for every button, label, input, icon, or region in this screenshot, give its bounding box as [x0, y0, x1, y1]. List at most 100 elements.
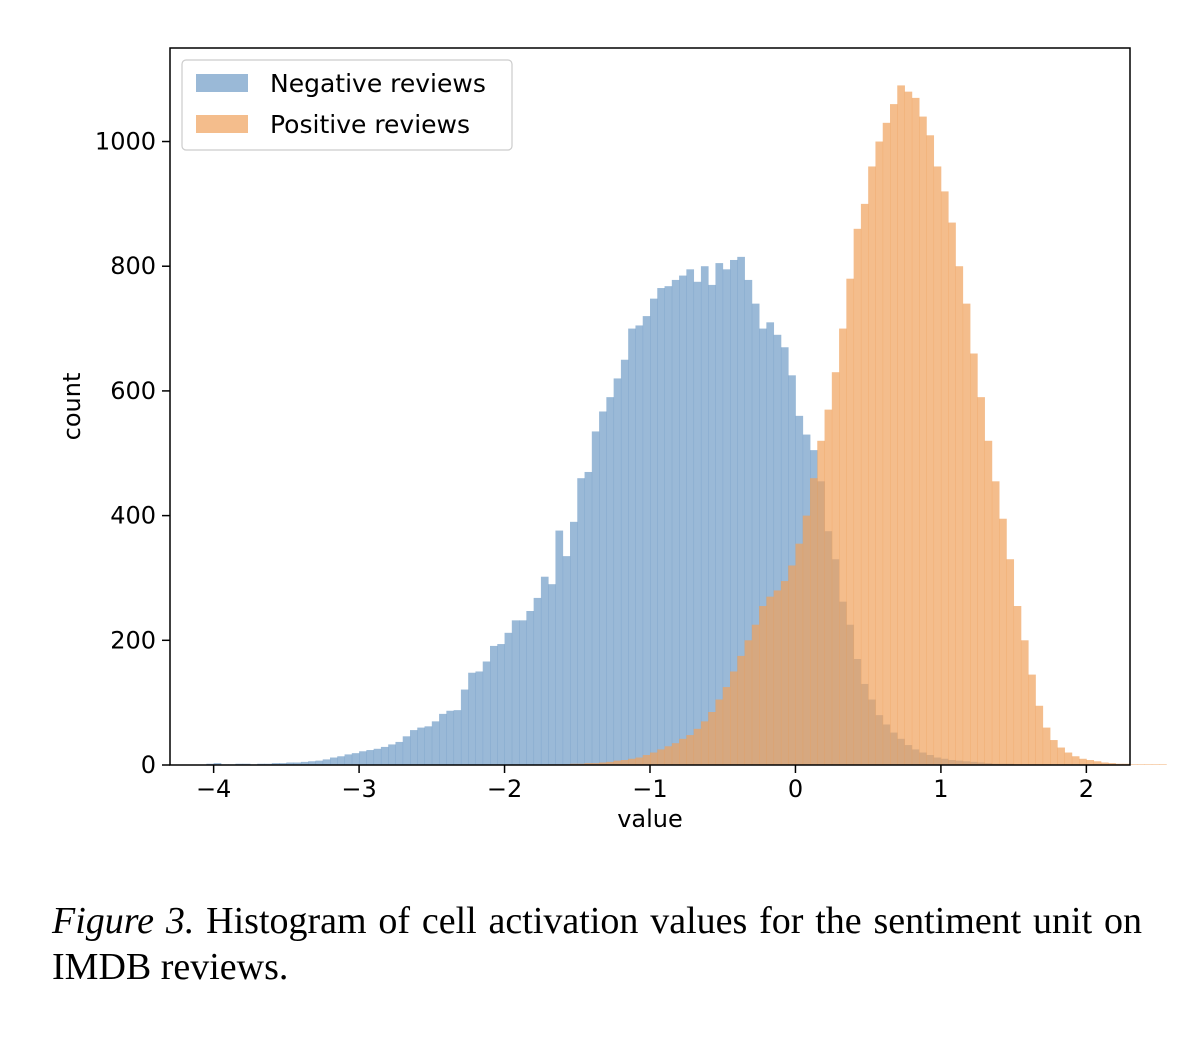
histogram-bar [722, 687, 731, 765]
histogram-bar [628, 328, 636, 765]
histogram-bar [671, 279, 680, 765]
histogram-bar [1042, 727, 1051, 765]
histogram-bar [1100, 762, 1109, 765]
positive-reviews-bars [548, 85, 1167, 766]
histogram-bar [599, 411, 607, 765]
histogram-bar [562, 556, 571, 765]
histogram-bar [795, 543, 804, 765]
histogram-bar [824, 409, 833, 765]
histogram-bar [344, 754, 353, 765]
histogram-bar [490, 645, 498, 765]
histogram-bar [984, 440, 993, 765]
histogram-bar [970, 353, 978, 765]
histogram-bar [1093, 761, 1102, 765]
histogram-bar [591, 431, 600, 765]
x-axis-label: value [617, 805, 683, 833]
histogram-bar [613, 760, 622, 765]
histogram-bar [519, 620, 527, 765]
figure-caption-label: Figure 3. [52, 900, 195, 942]
histogram-bar [679, 275, 687, 765]
histogram-bar [330, 757, 338, 765]
x-tick-label: −4 [196, 775, 231, 803]
histogram-bar [1057, 747, 1065, 765]
y-tick-label: 400 [110, 502, 156, 530]
histogram-bar [540, 576, 549, 765]
histogram-bar [759, 606, 767, 765]
histogram-bar [1028, 674, 1036, 765]
legend-label-positive: Positive reviews [270, 110, 470, 139]
histogram-bar [773, 590, 782, 765]
histogram-bar [846, 278, 855, 765]
histogram-bar [482, 661, 491, 765]
histogram-bar [708, 712, 716, 765]
histogram-bar [1151, 764, 1160, 765]
histogram-bar [577, 478, 585, 765]
histogram-bar [293, 762, 302, 765]
histogram-bar [802, 515, 811, 765]
histogram-bar [504, 632, 513, 765]
histogram-bar [635, 325, 644, 765]
histogram-bar [650, 298, 658, 765]
legend-box [181, 59, 513, 151]
x-tick-label: 1 [933, 775, 948, 803]
y-tick-label: 0 [141, 751, 156, 779]
histogram-bar [380, 746, 389, 765]
histogram-bar [671, 743, 680, 765]
histogram-bar [402, 736, 411, 765]
histogram-bar [831, 372, 840, 765]
histogram-bar [744, 640, 753, 765]
histogram-bar [839, 328, 847, 765]
histogram-bar [628, 758, 636, 765]
histogram-bar [693, 728, 702, 765]
histogram-bar [650, 752, 658, 765]
histogram-bar [657, 288, 665, 765]
histogram-bar [751, 624, 760, 765]
histogram-bar [744, 279, 753, 765]
histogram-bar [410, 730, 418, 765]
histogram-bar [911, 97, 920, 765]
histogram-bar [890, 104, 898, 766]
histogram-bar [926, 135, 935, 766]
histogram-bar [446, 710, 455, 765]
histogram-bar [584, 471, 593, 765]
histogram-bar [999, 518, 1007, 765]
histogram-bar [977, 397, 985, 765]
y-tick-label: 200 [110, 626, 156, 654]
histogram-bar [555, 530, 564, 765]
histogram-bar [213, 763, 222, 765]
histogram-bar [1086, 760, 1095, 765]
histogram-bar [1013, 606, 1022, 765]
histogram-bar [599, 762, 607, 765]
histogram-bar [1108, 763, 1116, 765]
histogram-bar [759, 328, 767, 765]
histogram-bar [860, 203, 869, 765]
histogram-bar [315, 760, 324, 765]
histogram-bar [1050, 740, 1058, 765]
histogram-bar [882, 122, 891, 765]
histogram-bar [737, 655, 745, 765]
figure-caption-text: Histogram of cell activation values for … [52, 900, 1142, 988]
histogram-bar [620, 359, 629, 765]
histogram-bar [453, 710, 462, 765]
histogram-bar [584, 763, 593, 765]
histogram-bar [730, 259, 738, 765]
histogram-bar [1144, 764, 1153, 765]
x-tick-label: −3 [341, 775, 376, 803]
histogram-bar [1020, 640, 1029, 765]
histogram-bar [322, 759, 331, 765]
histogram-bar [533, 597, 542, 765]
x-tick-label: 2 [1079, 775, 1094, 803]
x-tick-label: −2 [487, 775, 522, 803]
x-axis: −4 −3 −2 −1 0 1 2 [196, 765, 1094, 803]
histogram-bar [955, 266, 964, 765]
histogram-bar [940, 191, 949, 765]
legend-swatch-positive [196, 115, 248, 133]
histogram-bar [708, 284, 716, 765]
y-axis: 0 200 400 600 800 1000 [95, 128, 170, 779]
histogram-bar [439, 713, 447, 765]
histogram-bar [897, 85, 905, 765]
histogram-bar [497, 644, 505, 765]
histogram-bar [511, 620, 520, 765]
histogram-chart: −4 −3 −2 −1 0 1 2 0 200 400 600 800 1000 value coun… [58, 47, 1167, 833]
histogram-bar [286, 762, 295, 765]
